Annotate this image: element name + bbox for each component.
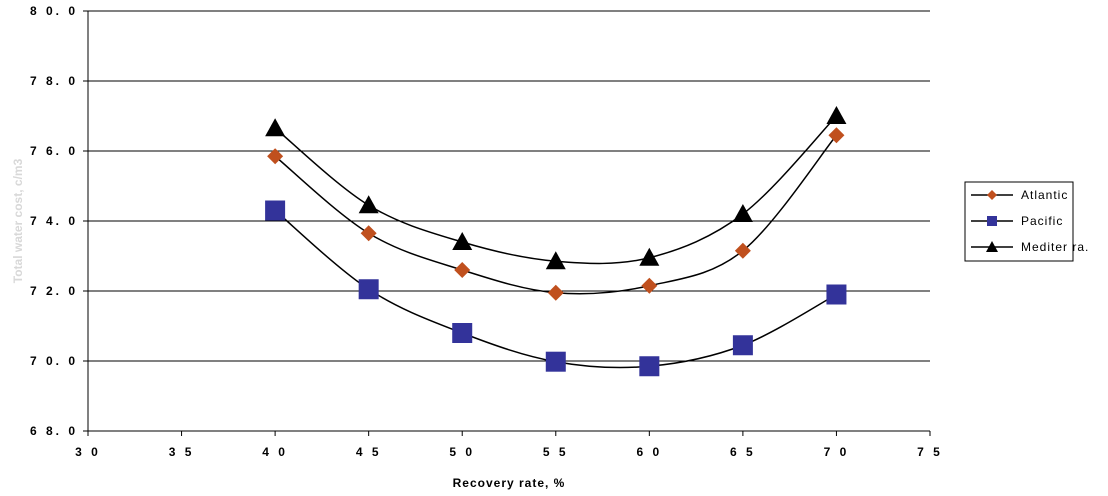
axis-ticks: 6 8. 0 7 0. 0 7 2. 0 7 4. 0 7 6. 0 7 8. 0 8 0.… xyxy=(30,4,943,459)
x-tick-label: 3 0 xyxy=(75,445,101,459)
y-tick-label: 7 0. 0 xyxy=(30,354,78,368)
data-point-square xyxy=(265,200,286,221)
data-point-diamond xyxy=(734,242,751,259)
data-point-triangle xyxy=(452,232,473,250)
data-point-square xyxy=(639,356,660,377)
series-markers xyxy=(265,106,847,377)
legend: Atlantic Pacific Mediter ra. xyxy=(964,181,1089,262)
data-point-triangle xyxy=(545,251,566,270)
data-point-triangle xyxy=(639,247,660,266)
x-tick-label: 5 5 xyxy=(543,445,569,459)
legend-marker-diamond xyxy=(987,190,997,200)
data-point-triangle xyxy=(826,106,847,124)
x-tick-label: 4 0 xyxy=(262,445,288,459)
gridlines xyxy=(88,10,930,432)
data-point-square xyxy=(452,323,473,343)
y-tick-label: 7 8. 0 xyxy=(30,74,78,88)
legend-marker-square xyxy=(987,216,997,226)
data-point-triangle xyxy=(732,204,753,222)
x-tick-label: 6 5 xyxy=(730,445,756,459)
data-point-diamond xyxy=(454,262,471,278)
legend-label: Pacific xyxy=(1021,214,1063,228)
x-tick-label: 4 5 xyxy=(356,445,382,459)
data-point-triangle xyxy=(265,118,286,137)
x-tick-label: 5 0 xyxy=(449,445,475,459)
x-tick-label: 6 0 xyxy=(636,445,662,459)
legend-marker-triangle xyxy=(986,241,998,252)
series-line-diamond xyxy=(274,134,838,295)
data-point-diamond xyxy=(641,277,658,294)
data-point-square xyxy=(826,284,847,305)
y-tick-label: 6 8. 0 xyxy=(30,424,78,438)
data-point-square xyxy=(358,279,379,300)
x-tick-label: 3 5 xyxy=(169,445,195,459)
data-point-square xyxy=(732,335,753,356)
data-point-triangle xyxy=(358,195,379,214)
series-lines xyxy=(274,115,838,369)
data-point-diamond xyxy=(360,225,377,242)
y-tick-label: 7 2. 0 xyxy=(30,284,78,298)
data-point-square xyxy=(545,351,566,372)
y-tick-label: 7 4. 0 xyxy=(30,214,78,228)
data-point-diamond xyxy=(828,127,845,144)
x-tick-label: 7 5 xyxy=(917,445,943,459)
data-point-diamond xyxy=(267,148,284,165)
legend-label: Mediter ra. xyxy=(1021,240,1089,254)
legend-label: Atlantic xyxy=(1021,188,1068,202)
y-axis-label: Total water cost, c/m3 xyxy=(11,158,25,283)
y-tick-label: 8 0. 0 xyxy=(30,4,78,18)
y-tick-label: 7 6. 0 xyxy=(30,144,78,158)
x-tick-label: 7 0 xyxy=(824,445,850,459)
data-point-diamond xyxy=(547,284,564,301)
x-axis-label: Recovery rate, % xyxy=(453,476,566,490)
